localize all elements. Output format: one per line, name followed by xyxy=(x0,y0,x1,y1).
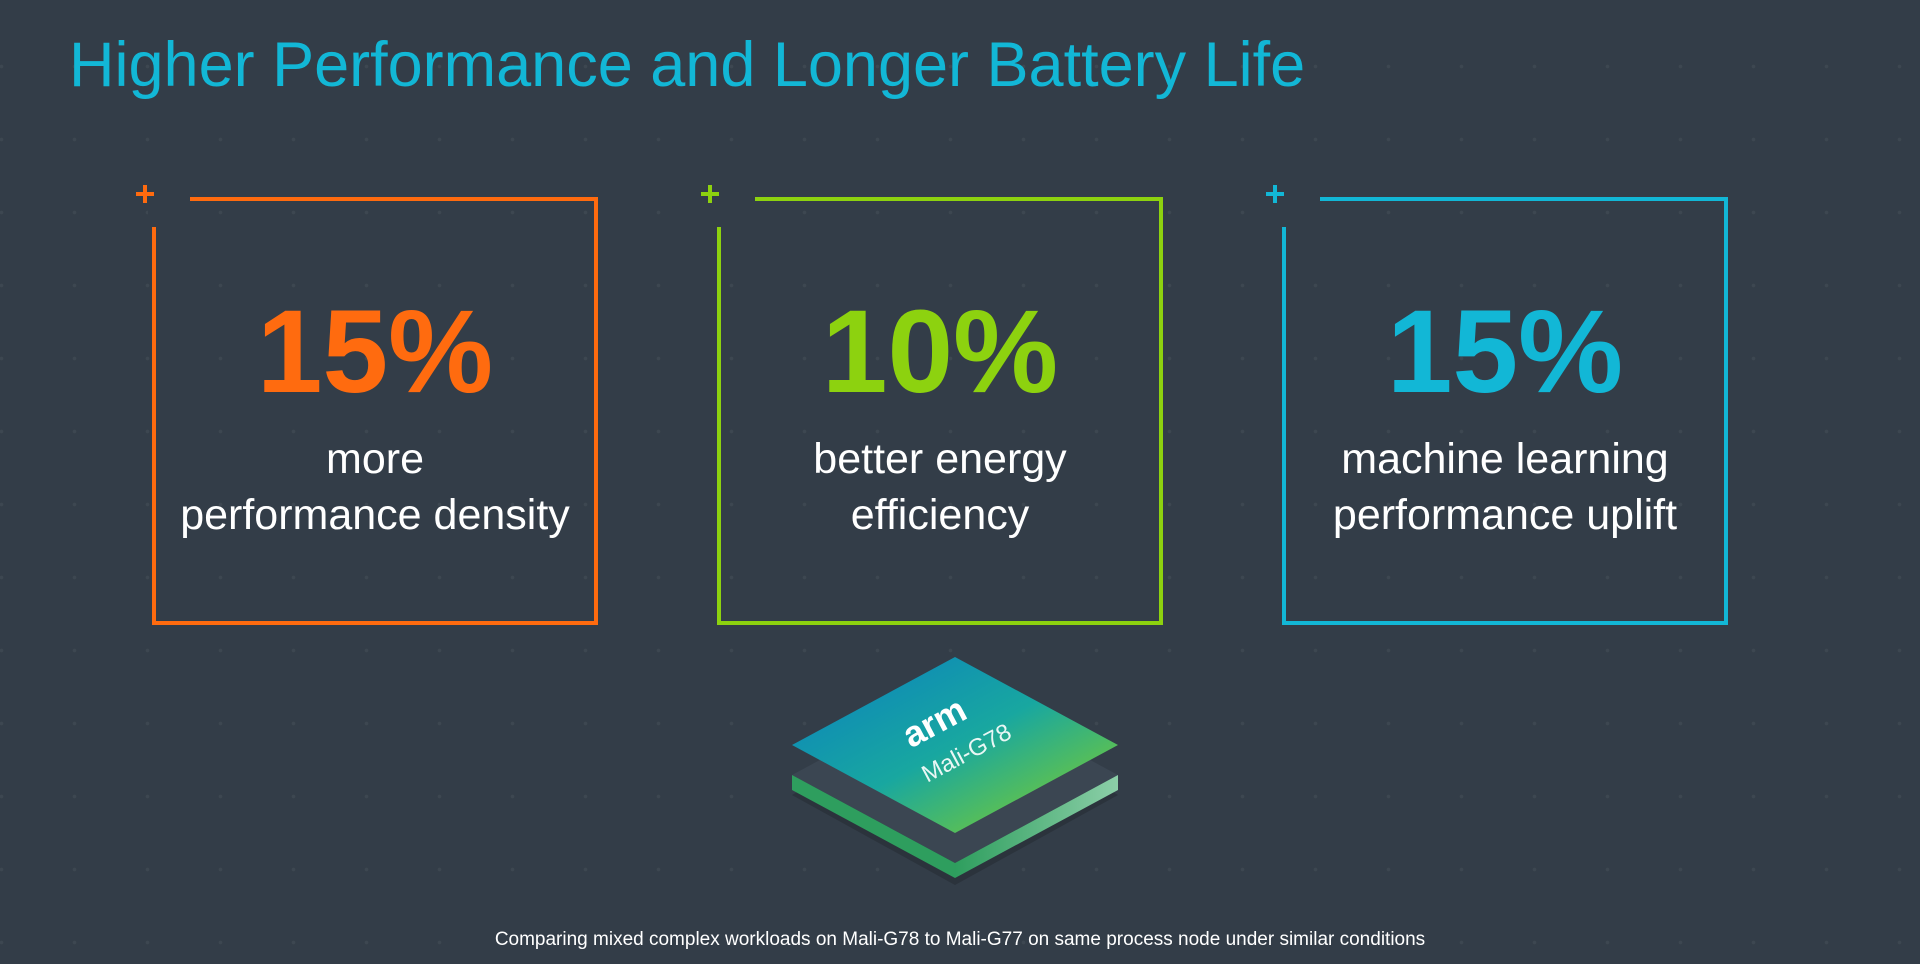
frame-gap xyxy=(1278,193,1320,227)
chip-base-right xyxy=(955,775,1118,878)
chip-die xyxy=(792,657,1118,833)
stat-value: 15% xyxy=(256,286,494,418)
stat-card-ml-uplift: 15% machine learning performance uplift xyxy=(1266,185,1728,625)
chip-base-left xyxy=(792,775,955,878)
slide-title: Higher Performance and Longer Battery Li… xyxy=(69,30,1306,100)
card-frame xyxy=(1282,197,1728,625)
plus-icon xyxy=(701,185,719,203)
stat-card-performance-density: 15% more performance density xyxy=(136,185,598,625)
plus-icon xyxy=(136,185,154,203)
stat-description-line-1: more xyxy=(326,435,424,483)
stat-description-line-1: better energy xyxy=(813,435,1067,483)
stat-description-line-2: performance density xyxy=(180,491,570,539)
stat-description: better energy efficiency xyxy=(717,431,1163,543)
stat-description: machine learning performance uplift xyxy=(1282,431,1728,543)
stat-description: more performance density xyxy=(152,431,598,543)
plus-icon xyxy=(1266,185,1284,203)
card-frame xyxy=(717,197,1163,625)
stat-description-line-2: performance uplift xyxy=(1332,491,1678,539)
frame-gap xyxy=(148,193,190,227)
card-frame xyxy=(152,197,598,625)
stat-value: 10% xyxy=(821,286,1059,418)
chip-illustration: arm Mali-G78 xyxy=(792,657,1118,885)
stat-value: 15% xyxy=(1386,286,1624,418)
frame-gap xyxy=(713,193,755,227)
footnote: Comparing mixed complex workloads on Mal… xyxy=(494,929,1426,950)
stat-description-line-2: efficiency xyxy=(850,491,1030,539)
stat-description-line-1: machine learning xyxy=(1341,435,1669,483)
stat-card-energy-efficiency: 10% better energy efficiency xyxy=(701,185,1163,625)
